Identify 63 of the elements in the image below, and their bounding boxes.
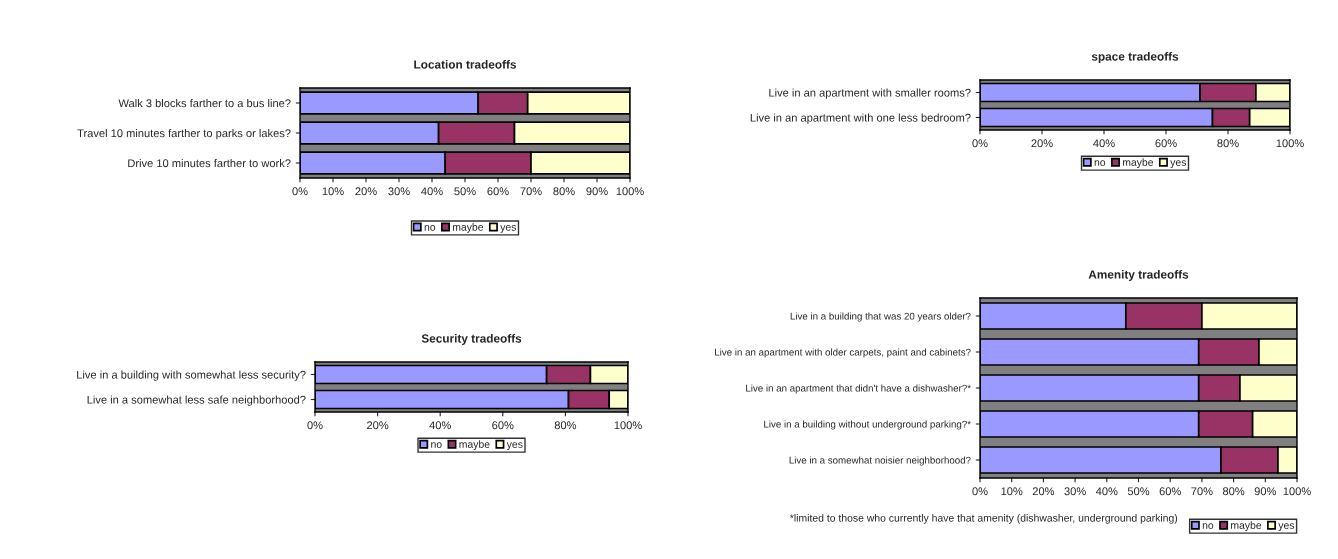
x-tick-label: 20% xyxy=(367,421,389,430)
y-tick-label: Live in an apartment with smaller rooms? xyxy=(769,88,971,99)
x-tick-label: 90% xyxy=(1254,487,1277,496)
x-tick-label: 100% xyxy=(614,421,642,430)
legend-label: yes xyxy=(1170,160,1187,168)
x-tick-label: 0% xyxy=(292,187,308,196)
legend-label: yes xyxy=(506,442,523,450)
x-tick-label: 0% xyxy=(972,139,988,148)
x-tick-label: 30% xyxy=(1064,487,1086,496)
chart-title: space tradeoffs xyxy=(1091,52,1179,64)
x-tick-label: 70% xyxy=(1191,487,1213,496)
legend-label: no xyxy=(431,442,442,448)
x-tick-label: 60% xyxy=(1155,139,1177,148)
x-tick-label: 60% xyxy=(1159,487,1181,496)
legend-label: no xyxy=(424,225,436,231)
legend-label: maybe xyxy=(1231,521,1262,531)
x-tick-label: 0% xyxy=(307,421,323,430)
x-tick-label: 20% xyxy=(1032,487,1055,496)
x-tick-label: 50% xyxy=(1127,487,1150,496)
x-tick-label: 40% xyxy=(1095,487,1118,496)
legend-label: yes xyxy=(1278,523,1295,531)
x-tick-label: 80% xyxy=(554,421,577,430)
y-tick-label: Live in a somewhat noisier neighborhood? xyxy=(789,456,971,466)
y-tick-label: Live in a building without underground parking?* xyxy=(764,420,971,430)
y-tick-label: Drive 10 minutes farther to work? xyxy=(128,158,291,168)
chart-title: Amenity tradeoffs xyxy=(1088,270,1189,282)
x-tick-label: 100% xyxy=(1276,139,1304,148)
x-tick-label: 60% xyxy=(487,187,509,196)
x-tick-label: 100% xyxy=(1283,487,1311,496)
x-tick-label: 100% xyxy=(616,187,644,196)
legend-label: maybe xyxy=(452,223,484,233)
text: *limited to those who currently have that amenity (dishwasher, underground parking) xyxy=(789,514,1178,524)
x-tick-label: 40% xyxy=(1093,139,1115,148)
y-tick-label: Live in an apartment that didn't have a dishwasher?* xyxy=(746,384,971,394)
legend-label: yes xyxy=(500,225,517,233)
x-tick-label: 10% xyxy=(322,187,344,196)
legend-label: maybe xyxy=(1122,158,1154,168)
chart-title: Location tradeoffs xyxy=(414,60,517,69)
x-tick-label: 0% xyxy=(972,487,988,496)
x-tick-label: 30% xyxy=(388,187,410,196)
legend-label: no xyxy=(1094,160,1106,166)
x-tick-label: 90% xyxy=(586,187,608,196)
x-tick-label: 50% xyxy=(454,187,476,196)
y-tick-label: Travel 10 minutes farther to parks or lakes? xyxy=(77,128,291,140)
y-tick-label: Walk 3 blocks farther to a bus line? xyxy=(118,98,291,108)
x-tick-label: 60% xyxy=(492,421,514,430)
legend-label: maybe xyxy=(459,440,490,450)
x-tick-label: 80% xyxy=(1217,139,1239,148)
x-tick-label: 80% xyxy=(553,187,575,196)
x-tick-label: 40% xyxy=(429,421,451,430)
x-tick-label: 40% xyxy=(421,187,443,196)
y-tick-label: Live in a building that was 20 years older? xyxy=(790,312,971,322)
legend-label: no xyxy=(1202,523,1214,529)
x-tick-label: 80% xyxy=(1222,487,1245,496)
y-tick-label: Live in an apartment with older carpets, paint and cabinets? xyxy=(715,348,971,358)
y-tick-label: Live in a building with somewhat less security? xyxy=(77,370,306,381)
x-tick-label: 10% xyxy=(1001,487,1023,496)
y-tick-label: Live in an apartment with one less bedroom? xyxy=(750,113,971,124)
x-tick-label: 20% xyxy=(355,187,377,196)
chart-title: Security tradeoffs xyxy=(421,334,522,346)
x-tick-label: 70% xyxy=(520,187,542,196)
y-tick-label: Live in a somewhat less safe neighborhood? xyxy=(87,395,306,406)
x-tick-label: 20% xyxy=(1031,139,1053,148)
